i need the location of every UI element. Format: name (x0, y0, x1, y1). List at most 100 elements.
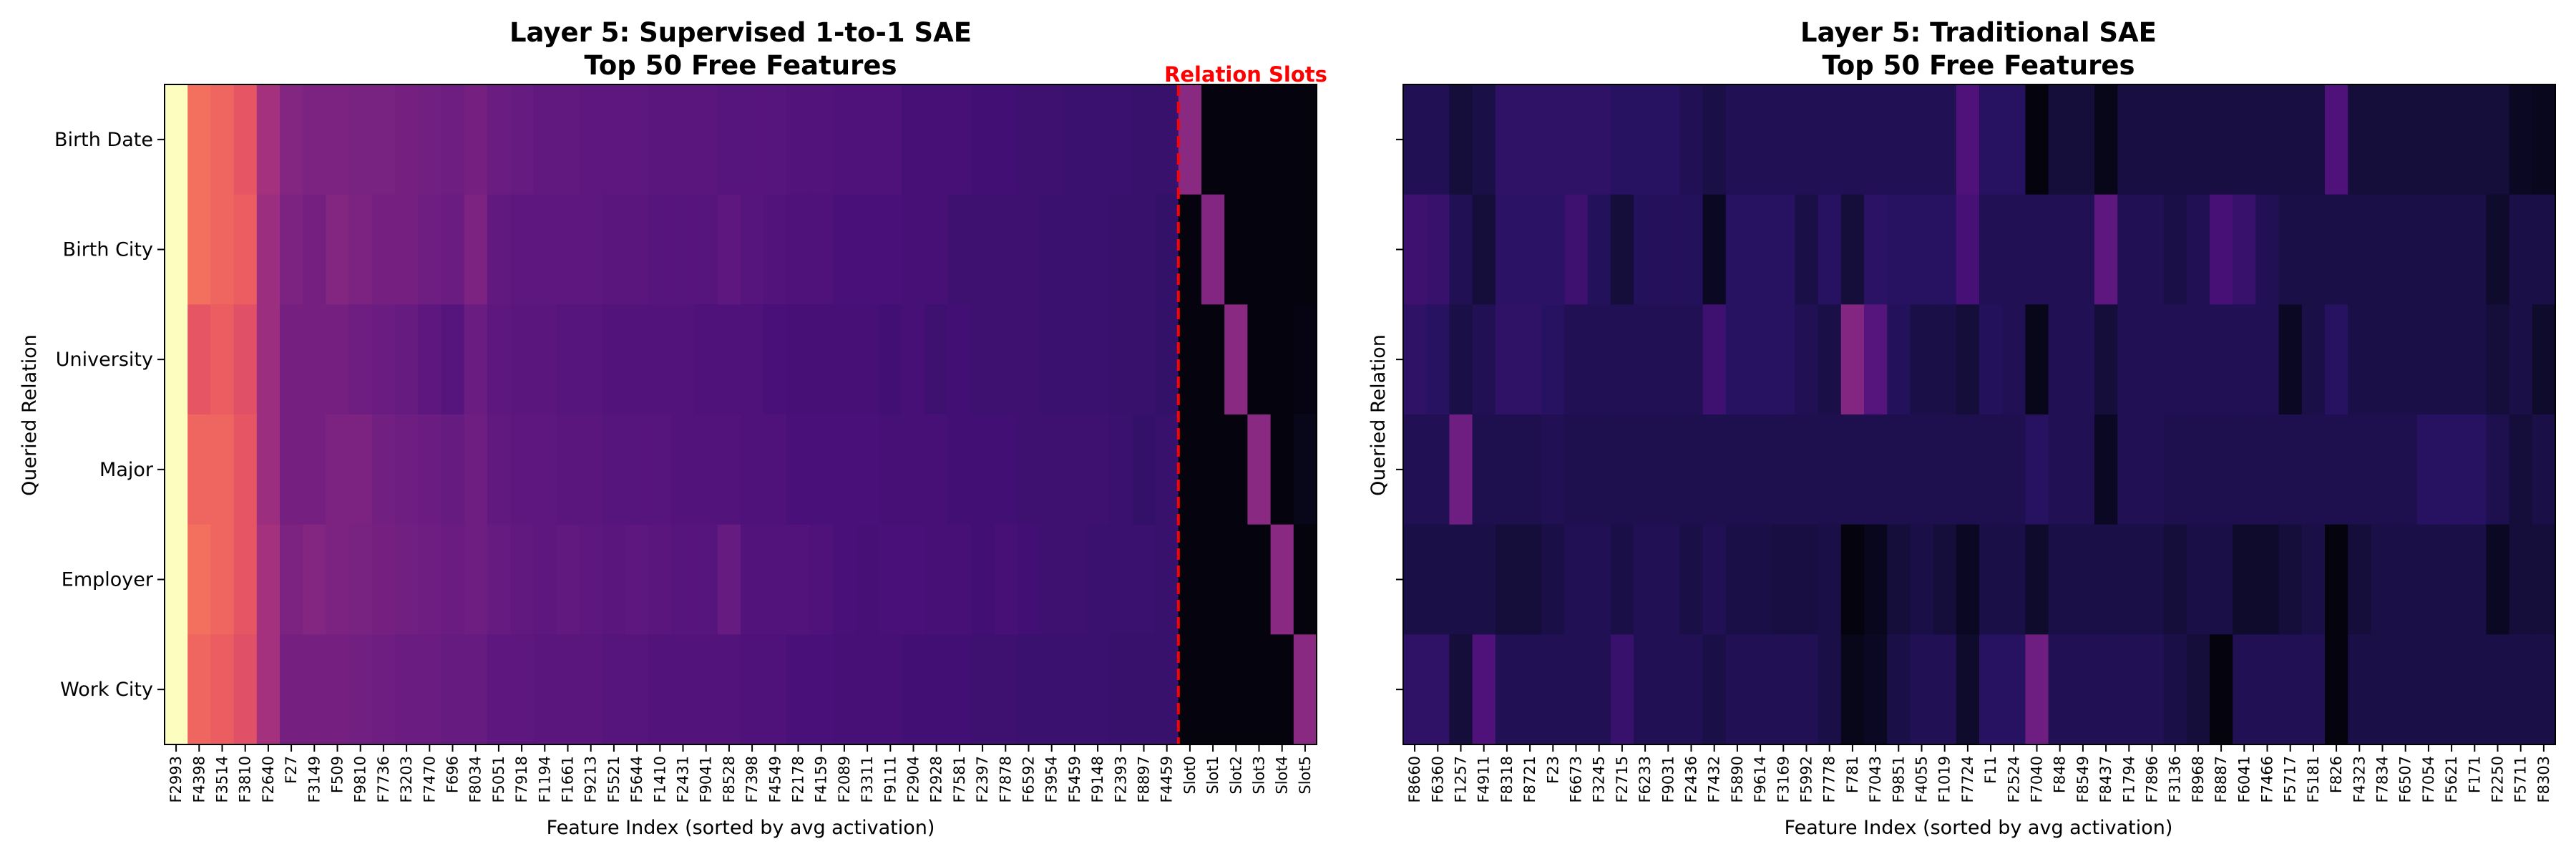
heatmap-cell (1495, 304, 1519, 415)
heatmap-cell (1293, 304, 1317, 415)
x-tick-label: F1194 (536, 756, 553, 803)
x-tick-label: F9041 (698, 756, 715, 803)
heatmap-cell (1956, 634, 1980, 745)
heatmap-cell (1541, 524, 1565, 635)
heatmap-cell (210, 524, 235, 635)
heatmap-cell (1518, 634, 1542, 745)
heatmap-cell (971, 524, 995, 635)
heatmap-cell (1887, 414, 1911, 525)
heatmap-cell (348, 84, 373, 195)
heatmap-cell (2117, 194, 2141, 305)
heatmap-cell (1495, 414, 1519, 525)
x-tick-label: F7724 (1959, 756, 1976, 803)
heatmap-cell (2048, 634, 2072, 745)
heatmap-cell (1910, 194, 1934, 305)
heatmap-cell (303, 304, 326, 415)
heatmap-cell (371, 304, 396, 415)
heatmap-cell (510, 414, 534, 525)
x-tick-label: F4323 (2351, 756, 2368, 803)
heatmap-cell (256, 634, 280, 745)
heatmap-cell (2002, 194, 2026, 305)
heatmap-cell (1040, 84, 1064, 195)
heatmap-cell (533, 304, 557, 415)
heatmap-cell (2117, 524, 2141, 635)
heatmap-cell (418, 524, 441, 635)
heatmap-cell (2416, 634, 2441, 745)
heatmap-cell (1472, 414, 1496, 525)
heatmap-cell (602, 524, 626, 635)
heatmap-cell (694, 634, 718, 745)
heatmap-cell (879, 304, 902, 415)
x-tick-label: F3954 (1043, 756, 1060, 803)
heatmap-cell (348, 304, 373, 415)
x-tick-label: F1257 (1453, 756, 1470, 803)
x-tick-label: F2397 (974, 756, 991, 803)
heatmap-cell (2509, 414, 2533, 525)
heatmap-cell (1634, 414, 1657, 525)
heatmap-cell (280, 634, 303, 745)
heatmap-cell (2071, 524, 2095, 635)
heatmap-cell (1956, 524, 1980, 635)
heatmap-cell (2210, 304, 2233, 415)
heatmap-cell (694, 414, 718, 525)
heatmap-cell (303, 84, 326, 195)
heatmap-cell (1201, 414, 1225, 525)
heatmap-cell (1795, 304, 1819, 415)
x-tick-label: F5181 (2305, 756, 2322, 803)
heatmap-cell (165, 84, 188, 195)
y-tick-label: Major (99, 459, 154, 481)
heatmap-cell (1109, 524, 1133, 635)
heatmap-cell (487, 524, 511, 635)
heatmap-cell (2025, 304, 2049, 415)
heatmap-cell (1178, 84, 1202, 195)
x-tick-label: F7432 (1706, 756, 1723, 803)
heatmap-cell (280, 194, 303, 305)
heatmap-cell (1564, 304, 1589, 415)
heatmap-cell (2301, 414, 2326, 525)
heatmap-cell (902, 194, 926, 305)
x-tick-label: F2393 (1112, 756, 1129, 803)
heatmap-cell (1956, 84, 1980, 195)
chart-title-line2: Top 50 Free Features (585, 50, 897, 81)
heatmap-cell (741, 524, 764, 635)
heatmap-cell (2440, 634, 2464, 745)
heatmap-cell (1132, 524, 1156, 635)
heatmap-cell (1247, 194, 1272, 305)
heatmap-cell (165, 634, 188, 745)
heatmap-cell (2071, 304, 2095, 415)
heatmap-cell (2463, 84, 2487, 195)
heatmap-cell (1293, 414, 1317, 525)
heatmap-cell (1702, 84, 1727, 195)
heatmap-cell (441, 194, 465, 305)
x-tick-label: F7398 (743, 756, 761, 803)
heatmap-cell (1772, 84, 1795, 195)
heatmap-cell (1956, 304, 1980, 415)
x-tick-label: F5521 (605, 756, 623, 803)
heatmap-cell (625, 634, 649, 745)
heatmap-cell (1224, 84, 1248, 195)
x-tick-label: F2904 (905, 756, 922, 803)
heatmap-cell (2509, 634, 2533, 745)
heatmap-cell (2440, 194, 2464, 305)
heatmap-cell (2371, 84, 2395, 195)
heatmap-cell (1933, 634, 1957, 745)
heatmap-cell (233, 194, 258, 305)
heatmap-cell (1887, 524, 1911, 635)
heatmap-cell (1293, 524, 1317, 635)
heatmap-cell (2117, 634, 2141, 745)
heatmap-cell (1247, 304, 1272, 415)
x-tick-label: F9810 (352, 756, 369, 803)
y-tick-label: Work City (60, 679, 153, 701)
heatmap-cell (2509, 84, 2533, 195)
heatmap-cell (947, 304, 972, 415)
heatmap-cells (1403, 84, 2556, 745)
heatmap-cell (2532, 634, 2556, 745)
heatmap-cell (2325, 84, 2348, 195)
heatmap-cell (1702, 524, 1727, 635)
heatmap-cell (2140, 634, 2165, 745)
x-tick-label: F5459 (1066, 756, 1083, 803)
heatmap-cell (1910, 304, 1934, 415)
heatmap-cell (2025, 84, 2049, 195)
heatmap-cell (1178, 304, 1202, 415)
